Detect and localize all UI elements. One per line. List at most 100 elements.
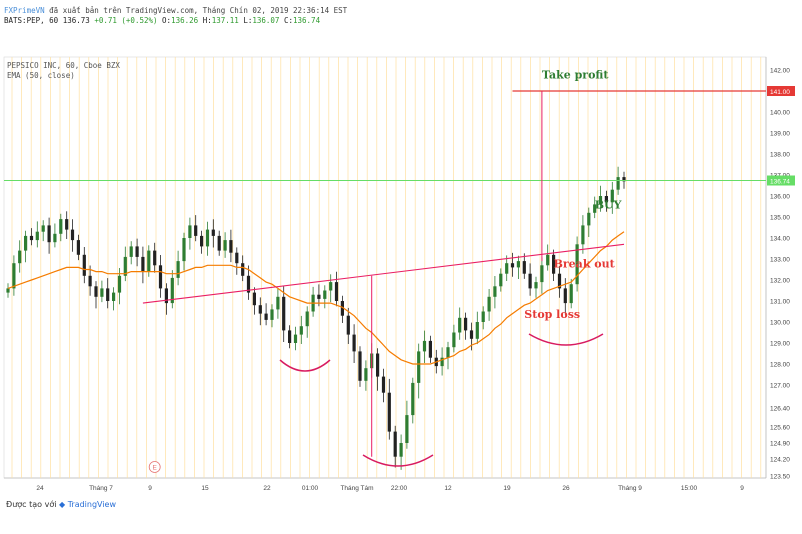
x-tick-label: 9 bbox=[740, 485, 744, 492]
candle-body bbox=[276, 296, 280, 310]
neckline bbox=[142, 243, 625, 304]
candle-body bbox=[194, 225, 198, 236]
candle-body bbox=[587, 212, 591, 226]
tradingview-logo[interactable]: ◆ TradingView bbox=[58, 500, 117, 509]
y-tick-label: 139.00 bbox=[770, 131, 790, 138]
x-tick-label: 19 bbox=[503, 485, 511, 492]
candle-body bbox=[200, 235, 204, 247]
candle-body bbox=[469, 330, 474, 339]
candle-body bbox=[569, 284, 573, 304]
candle-body bbox=[581, 225, 585, 245]
candle-body bbox=[41, 225, 45, 232]
y-tick-label: 128.00 bbox=[770, 362, 790, 369]
earnings-marker bbox=[148, 461, 161, 473]
candle-body bbox=[481, 311, 485, 322]
candle-body bbox=[164, 288, 168, 304]
head-arc bbox=[362, 454, 434, 467]
x-tick-label: 15:00 bbox=[681, 485, 698, 492]
y-tick-label: 133.00 bbox=[770, 257, 790, 264]
candle-body bbox=[546, 254, 550, 266]
candle-body bbox=[358, 351, 362, 381]
candle-body bbox=[246, 275, 251, 293]
candle-body bbox=[329, 282, 333, 291]
candle-body bbox=[499, 273, 503, 287]
low-label: L: bbox=[243, 16, 253, 25]
candle-body bbox=[440, 357, 444, 367]
candle-body bbox=[106, 288, 110, 301]
y-tick-label: 136.00 bbox=[770, 194, 790, 201]
candle-body bbox=[223, 240, 227, 251]
candle-body bbox=[6, 288, 10, 293]
y-tick-label: 135.00 bbox=[770, 215, 790, 222]
candle-body bbox=[305, 311, 309, 327]
earnings-marker-label: E bbox=[153, 465, 158, 472]
candle-body bbox=[399, 443, 403, 457]
plot-area bbox=[3, 56, 767, 479]
candle-body bbox=[458, 317, 462, 333]
right-shoulder-arc bbox=[528, 333, 604, 346]
candle-body bbox=[76, 240, 80, 255]
candle-body bbox=[346, 315, 350, 335]
candle-body bbox=[35, 231, 39, 241]
candle-body bbox=[534, 282, 538, 289]
annotation-label: Stop loss bbox=[524, 308, 580, 321]
candle-body bbox=[217, 235, 221, 251]
candle-body bbox=[352, 334, 356, 352]
annotation-label: Break out bbox=[554, 257, 616, 270]
tradingview-brand: TradingView bbox=[67, 500, 117, 509]
candle-body bbox=[112, 292, 116, 301]
high-value: 137.11 bbox=[211, 16, 239, 25]
candle-body bbox=[158, 265, 163, 289]
candle-body bbox=[241, 263, 245, 276]
candle-body bbox=[88, 275, 92, 287]
candle-body bbox=[510, 263, 515, 268]
candle-body bbox=[563, 288, 567, 304]
y-tick-label: 132.00 bbox=[770, 278, 790, 285]
x-tick-label: 15 bbox=[201, 485, 209, 492]
x-tick-label: 12 bbox=[444, 485, 452, 492]
annotation-label: BUY bbox=[595, 199, 622, 212]
candle-body bbox=[428, 340, 432, 358]
candle-body bbox=[282, 296, 286, 331]
candle-body bbox=[211, 229, 215, 236]
candle-body bbox=[147, 250, 151, 272]
y-tick-label: 142.00 bbox=[770, 68, 790, 75]
candle-body bbox=[182, 238, 186, 262]
candle-body bbox=[393, 431, 397, 457]
indicator-legend: EMA (50, close) bbox=[7, 71, 75, 80]
candle-body bbox=[188, 225, 192, 238]
candle-body bbox=[123, 256, 127, 276]
open-value: 136.26 bbox=[171, 16, 199, 25]
x-tick-label: Tháng 9 bbox=[618, 485, 642, 492]
price-change: +0.71 (+0.52%) bbox=[94, 16, 158, 25]
x-tick-label: Tháng Tám bbox=[340, 485, 373, 492]
candle-body bbox=[65, 219, 69, 230]
price-tag bbox=[767, 175, 795, 186]
candle-body bbox=[417, 351, 421, 383]
x-tick-label: 26 bbox=[562, 485, 570, 492]
candle-body bbox=[12, 263, 16, 289]
x-tick-label: 24 bbox=[36, 485, 44, 492]
open-label: O: bbox=[162, 16, 172, 25]
candle-body bbox=[293, 334, 298, 343]
candle-body bbox=[117, 275, 122, 293]
candle-body bbox=[252, 292, 256, 306]
y-tick-label: 138.00 bbox=[770, 152, 790, 159]
candle-body bbox=[505, 263, 509, 274]
author-link[interactable]: FXPrimeVN bbox=[4, 6, 45, 15]
y-tick-label: 124.90 bbox=[770, 441, 790, 448]
candle-body bbox=[288, 330, 292, 343]
price-tag-label: 141.00 bbox=[770, 89, 790, 96]
candle-body bbox=[381, 376, 386, 393]
last-price: 136.73 bbox=[62, 16, 90, 25]
candle-body bbox=[604, 196, 608, 203]
candles bbox=[6, 166, 626, 470]
candle-body bbox=[622, 177, 626, 182]
candle-body bbox=[464, 317, 468, 331]
y-tick-label: 134.00 bbox=[770, 236, 790, 243]
candle-body bbox=[616, 177, 620, 190]
ohlc-header: BATS:PEP, 60 136.73 +0.71 (+0.52%) O:136… bbox=[4, 16, 320, 25]
candle-body bbox=[493, 286, 497, 297]
candle-body bbox=[593, 204, 597, 213]
